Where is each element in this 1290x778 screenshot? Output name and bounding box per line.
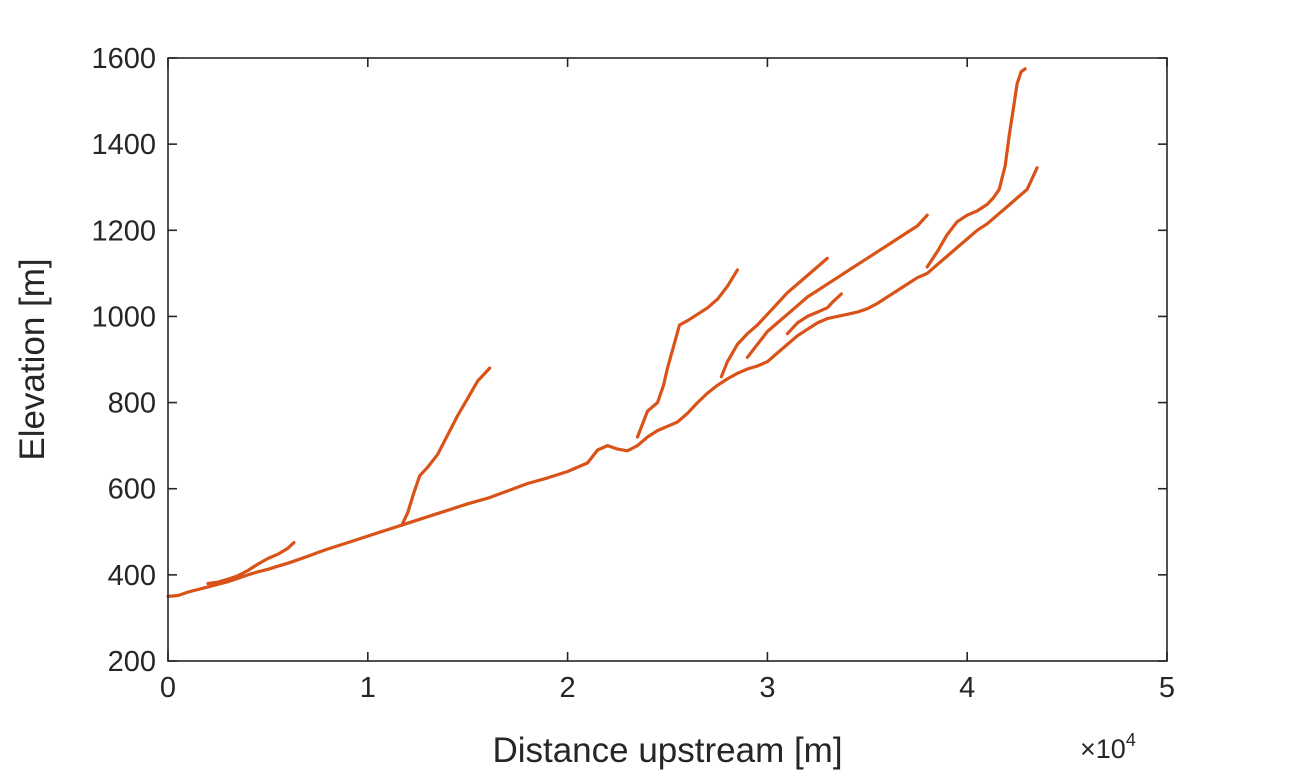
profile-line-4 [635,268,740,439]
profile-line-8 [925,67,1027,269]
y-axis-label: Elevation [m] [13,258,52,460]
x-axis-exponent-base: ×10 [1080,734,1126,764]
profile-line-1 [166,166,1039,599]
profile-line-5 [719,256,829,379]
profile-line-7 [785,292,843,336]
profile-line-3 [400,366,492,527]
y-tick-label: 1400 [91,129,156,161]
x-tick-label: 1 [360,672,376,704]
y-tick-label: 600 [108,474,156,506]
y-tick-label: 1200 [91,215,156,247]
y-tick-label: 1600 [91,43,156,75]
x-axis-exponent-power: 4 [1126,730,1136,750]
y-tick-label: 200 [108,646,156,678]
x-tick-label: 4 [959,672,975,704]
y-tick-label: 1000 [91,301,156,333]
y-tick-label: 800 [108,388,156,420]
profile-line-6 [745,213,929,359]
x-axis-label: Distance upstream [m] [492,731,842,770]
x-axis-exponent: ×104 [1080,730,1136,764]
x-tick-label: 2 [560,672,576,704]
plot-lines [166,67,1039,599]
axis-ticks: 0 1 2 3 4 5 200 400 600 800 1000 1200 1400 1600 [91,43,1175,704]
plot-area-box [167,57,1168,662]
x-tick-label: 5 [1159,672,1175,704]
y-tick-label: 400 [108,560,156,592]
x-tick-label: 3 [759,672,775,704]
profile-line-2 [206,540,296,586]
x-tick-label: 0 [160,672,176,704]
